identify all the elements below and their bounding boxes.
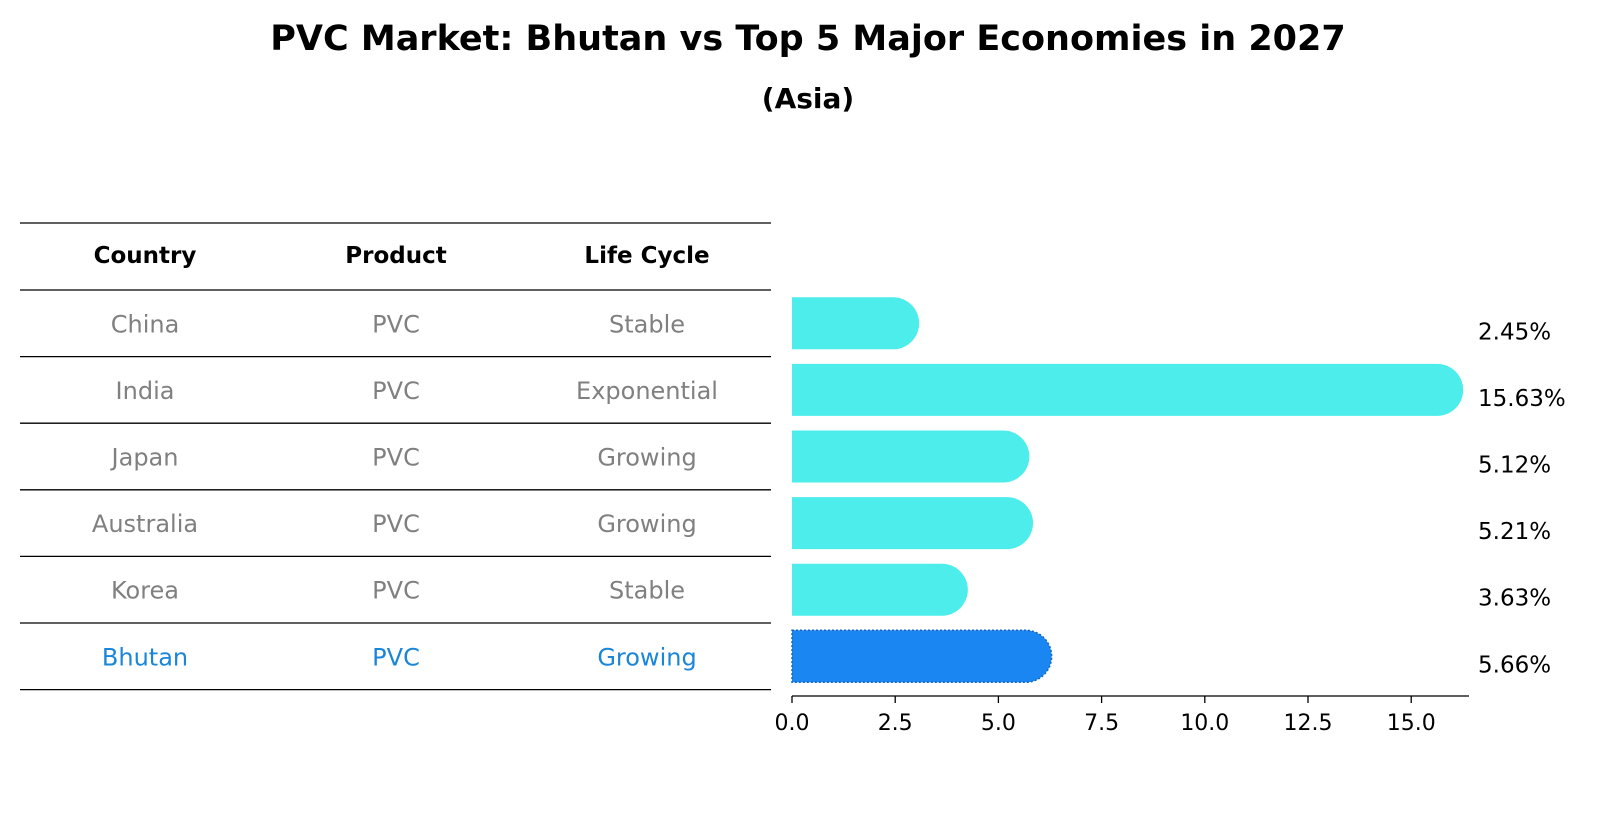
data-label-australia: 5.21% [1478,519,1551,545]
chart-title: PVC Market: Bhutan vs Top 5 Major Econom… [270,19,1345,59]
table-cell-india-product: PVC [372,377,420,405]
table-header-product: Product [345,243,446,269]
table-cell-japan-life-cycle: Growing [597,444,696,472]
table-cell-korea-product: PVC [372,577,420,605]
table-cell-korea-life-cycle: Stable [609,577,685,605]
x-tick-label: 2.5 [878,711,913,736]
bar-china [792,297,920,350]
bar-india [792,363,1464,416]
table-cell-bhutan-country: Bhutan [102,643,188,671]
data-label-japan: 5.12% [1478,453,1551,479]
chart-subtitle: (Asia) [762,82,854,115]
x-axis: 0.0 2.5 5.0 7.5 10.0 12.5 15.0 [775,695,1469,736]
x-tick-label: 7.5 [1084,711,1119,736]
table-cell-australia-country: Australia [92,510,198,538]
table-cell-korea-country: Korea [111,577,179,605]
x-tick-label: 12.5 [1284,711,1333,736]
table-cell-bhutan-life-cycle: Growing [597,643,696,671]
table-cell-australia-product: PVC [372,510,420,538]
data-label-china: 2.45% [1478,319,1551,345]
bar-bhutan [792,630,1052,683]
x-tick-label: 0.0 [775,711,810,736]
table-cell-china-country: China [111,310,180,338]
table-cell-bhutan-product: PVC [372,643,420,671]
table-cell-china-life-cycle: Stable [609,310,685,338]
table-cell-japan-product: PVC [372,444,420,472]
bar-japan [792,430,1030,483]
table-cell-china-product: PVC [372,310,420,338]
comparison-table: Country Product Life Cycle China PVC Stabl… [20,222,771,691]
table-cell-australia-life-cycle: Growing [597,510,696,538]
data-label-korea: 3.63% [1478,586,1551,612]
table-header-life-cycle: Life Cycle [584,243,709,269]
bar-korea [792,563,968,616]
data-label-india: 15.63% [1478,386,1566,412]
x-tick-label: 10.0 [1180,711,1229,736]
bar-australia [792,497,1034,550]
bar-series: 2.45% 15.63% 5.12% 5.21% 3.63% 5.66% [791,297,1566,684]
x-tick-label: 5.0 [981,711,1016,736]
table-header-country: Country [94,243,197,269]
x-tick-label: 15.0 [1387,711,1436,736]
table-cell-india-life-cycle: Exponential [576,377,718,405]
bar-highlight-outline [791,629,1053,684]
table-cell-japan-country: Japan [110,444,179,472]
data-label-bhutan: 5.66% [1478,652,1551,678]
table-cell-india-country: India [116,377,175,405]
